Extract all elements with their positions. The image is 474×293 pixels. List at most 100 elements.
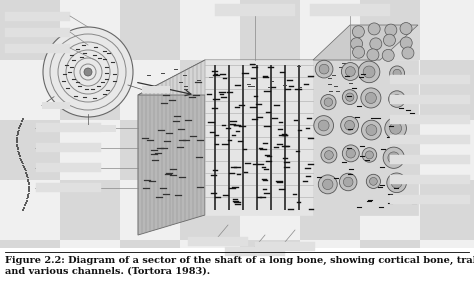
Bar	[360, 60, 420, 120]
Bar	[180, 180, 240, 240]
Bar	[360, 180, 420, 240]
Circle shape	[370, 178, 377, 185]
Circle shape	[43, 27, 133, 117]
Bar	[120, 120, 180, 180]
Bar	[180, 0, 240, 60]
Circle shape	[319, 175, 337, 194]
Bar	[142, 86, 170, 93]
Circle shape	[346, 149, 356, 158]
Circle shape	[342, 90, 357, 105]
Bar	[310, 4, 390, 16]
Circle shape	[84, 68, 92, 76]
Bar	[180, 120, 240, 180]
Bar	[360, 120, 420, 180]
Circle shape	[362, 148, 377, 162]
Bar	[60, 120, 120, 180]
Bar	[88, 125, 116, 132]
Circle shape	[322, 179, 333, 190]
Bar	[120, 240, 180, 293]
Bar	[255, 242, 315, 251]
Bar	[313, 60, 418, 215]
Circle shape	[346, 67, 356, 76]
Bar	[180, 60, 240, 120]
Circle shape	[351, 38, 363, 50]
Bar	[36, 143, 101, 152]
Circle shape	[402, 47, 414, 59]
Bar	[180, 240, 240, 293]
Bar	[420, 60, 474, 120]
Circle shape	[358, 61, 380, 83]
Bar	[420, 180, 474, 240]
Bar	[42, 101, 70, 108]
Bar	[120, 180, 180, 240]
Bar	[0, 120, 60, 180]
Bar	[420, 240, 474, 293]
Circle shape	[390, 66, 404, 81]
Bar	[0, 60, 60, 120]
Circle shape	[366, 125, 377, 136]
Bar	[270, 65, 273, 210]
Circle shape	[346, 93, 354, 101]
Circle shape	[319, 64, 329, 74]
Circle shape	[383, 147, 404, 168]
Bar	[300, 240, 360, 293]
Circle shape	[365, 92, 376, 103]
Bar	[300, 180, 360, 240]
Circle shape	[382, 50, 394, 62]
Bar	[420, 0, 474, 60]
Circle shape	[318, 120, 329, 131]
Bar	[390, 115, 470, 124]
Circle shape	[314, 116, 334, 135]
Bar	[284, 65, 286, 210]
Bar	[60, 0, 120, 60]
Bar	[36, 123, 101, 132]
Bar	[60, 240, 120, 293]
Bar	[36, 163, 101, 172]
Circle shape	[383, 34, 395, 46]
Bar	[120, 0, 180, 60]
Bar	[300, 120, 360, 180]
Circle shape	[345, 120, 355, 130]
Circle shape	[321, 147, 337, 163]
Circle shape	[343, 177, 353, 187]
Circle shape	[368, 23, 380, 35]
Circle shape	[324, 98, 333, 106]
Bar	[0, 248, 474, 293]
Bar	[300, 0, 360, 60]
Bar	[214, 65, 217, 210]
Circle shape	[393, 69, 401, 77]
Circle shape	[387, 173, 406, 193]
Bar	[205, 60, 313, 215]
Bar	[188, 237, 248, 246]
Bar	[60, 180, 120, 240]
Circle shape	[400, 23, 412, 35]
Bar	[360, 0, 420, 60]
Circle shape	[366, 174, 381, 188]
Circle shape	[363, 66, 375, 78]
Polygon shape	[138, 60, 205, 235]
Circle shape	[391, 177, 402, 188]
Bar	[390, 175, 470, 184]
Bar	[36, 183, 101, 192]
Bar	[256, 65, 258, 210]
Polygon shape	[313, 25, 418, 60]
Bar	[240, 0, 300, 60]
Bar	[390, 75, 470, 84]
Bar	[242, 65, 245, 210]
Circle shape	[388, 152, 400, 163]
Circle shape	[341, 116, 358, 134]
Circle shape	[385, 117, 406, 139]
Bar	[228, 65, 230, 210]
Bar	[225, 247, 285, 256]
Bar	[300, 60, 360, 120]
Circle shape	[353, 46, 365, 58]
Circle shape	[315, 60, 333, 78]
Circle shape	[342, 145, 359, 162]
Circle shape	[390, 122, 401, 134]
Circle shape	[352, 26, 365, 38]
Circle shape	[392, 95, 401, 104]
Circle shape	[325, 151, 333, 159]
Circle shape	[341, 63, 359, 81]
Bar	[360, 240, 420, 293]
Circle shape	[370, 38, 382, 50]
